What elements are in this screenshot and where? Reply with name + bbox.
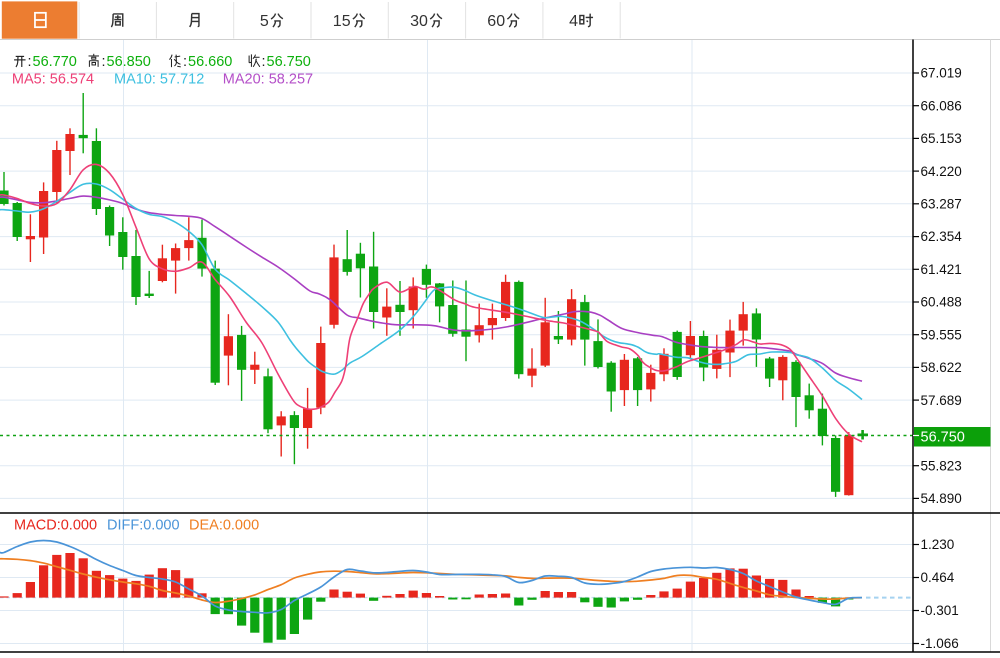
svg-text:4: 4	[569, 13, 578, 30]
svg-text:64.220: 64.220	[921, 164, 962, 179]
svg-text:MA5: 56.574: MA5: 56.574	[12, 72, 94, 88]
svg-text:1.230: 1.230	[921, 537, 955, 552]
svg-text::: :	[183, 54, 187, 70]
svg-text:DEA:0.000: DEA:0.000	[189, 518, 259, 534]
svg-text:MACD:0.000: MACD:0.000	[14, 518, 97, 534]
svg-text:DIFF:0.000: DIFF:0.000	[107, 518, 180, 534]
svg-text:-0.301: -0.301	[921, 603, 959, 618]
svg-text::: :	[102, 54, 106, 70]
svg-text:MA20: 58.257: MA20: 58.257	[223, 72, 313, 88]
svg-text:0.464: 0.464	[921, 570, 955, 585]
svg-text:56.660: 56.660	[188, 54, 232, 70]
svg-text:60.488: 60.488	[921, 295, 962, 310]
svg-text:5: 5	[260, 13, 269, 30]
svg-text::: :	[262, 54, 266, 70]
svg-text:62.354: 62.354	[921, 229, 963, 244]
svg-text:15: 15	[333, 13, 351, 30]
svg-text:65.153: 65.153	[921, 131, 962, 146]
svg-text:56.750: 56.750	[921, 430, 965, 446]
svg-text:55.823: 55.823	[921, 458, 962, 473]
svg-text:59.555: 59.555	[921, 327, 962, 342]
svg-text:56.850: 56.850	[107, 54, 151, 70]
svg-text:MA10: 57.712: MA10: 57.712	[114, 72, 204, 88]
svg-text:57.689: 57.689	[921, 393, 962, 408]
svg-text:58.622: 58.622	[921, 360, 962, 375]
svg-text:54.890: 54.890	[921, 491, 962, 506]
svg-text::: :	[28, 54, 32, 70]
svg-text:66.086: 66.086	[921, 98, 962, 113]
svg-text:67.019: 67.019	[921, 66, 962, 81]
svg-text:61.421: 61.421	[921, 262, 962, 277]
svg-text:-1.066: -1.066	[921, 636, 959, 651]
svg-text:63.287: 63.287	[921, 197, 962, 212]
svg-text:60: 60	[487, 13, 505, 30]
svg-text:30: 30	[410, 13, 428, 30]
svg-text:56.770: 56.770	[33, 54, 77, 70]
svg-text:56.750: 56.750	[267, 54, 311, 70]
